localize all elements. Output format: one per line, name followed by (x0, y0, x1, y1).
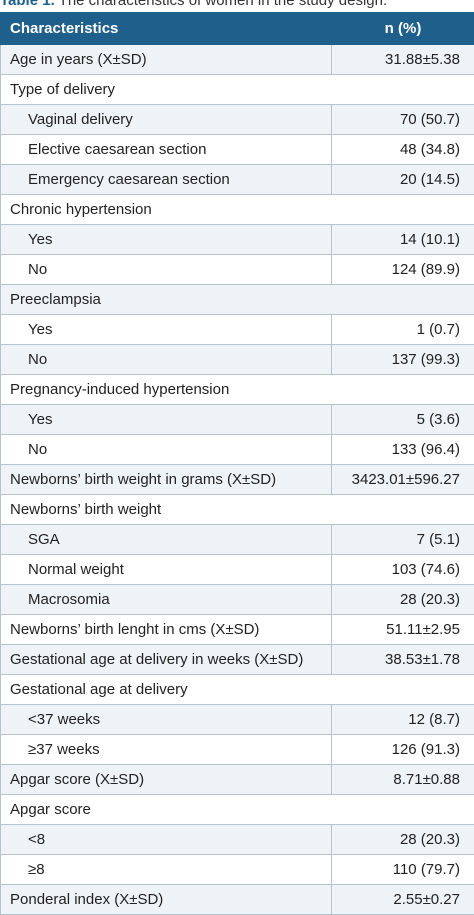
table-row: Type of delivery (1, 75, 474, 105)
row-value: 28 (20.3) (332, 825, 474, 855)
row-value: 12 (8.7) (332, 705, 474, 735)
table-row: Newborns’ birth lenght in cms (X±SD)51.1… (1, 615, 474, 645)
row-value: 7 (5.1) (332, 525, 474, 555)
row-label: No (1, 435, 332, 465)
characteristics-table: Characteristics n (%) Age in years (X±SD… (0, 12, 474, 915)
row-value: 124 (89.9) (332, 255, 474, 285)
row-label: Gestational age at delivery in weeks (X±… (1, 645, 332, 675)
row-value: 31.88±5.38 (332, 45, 474, 75)
row-label: Apgar score (X±SD) (1, 765, 332, 795)
row-label: Newborns’ birth lenght in cms (X±SD) (1, 615, 332, 645)
row-value (332, 375, 474, 405)
row-value: 38.53±1.78 (332, 645, 474, 675)
row-value: 48 (34.8) (332, 135, 474, 165)
table-row: Age in years (X±SD)31.88±5.38 (1, 45, 474, 75)
row-label: Newborns’ birth weight in grams (X±SD) (1, 465, 332, 495)
row-label: Yes (1, 405, 332, 435)
row-label: No (1, 255, 332, 285)
row-value: 5 (3.6) (332, 405, 474, 435)
row-label: Apgar score (1, 795, 332, 825)
row-label: No (1, 345, 332, 375)
table-row: Gestational age at delivery in weeks (X±… (1, 645, 474, 675)
row-label: Normal weight (1, 555, 332, 585)
table-row: Newborns’ birth weight in grams (X±SD)34… (1, 465, 474, 495)
header-characteristics: Characteristics (1, 13, 332, 45)
row-label: ≥8 (1, 855, 332, 885)
table-row: Apgar score (1, 795, 474, 825)
row-label: Type of delivery (1, 75, 332, 105)
caption-text: The characteristics of women in the stud… (59, 0, 388, 9)
table-row: Pregnancy-induced hypertension (1, 375, 474, 405)
row-value: 110 (79.7) (332, 855, 474, 885)
row-label: Pregnancy-induced hypertension (1, 375, 332, 405)
row-value: 8.71±0.88 (332, 765, 474, 795)
table-row: Ponderal index (X±SD)2.55±0.27 (1, 885, 474, 915)
row-value: 2.55±0.27 (332, 885, 474, 915)
table-row: Preeclampsia (1, 285, 474, 315)
row-value: 103 (74.6) (332, 555, 474, 585)
table-header-row: Characteristics n (%) (1, 13, 474, 45)
header-n-percent: n (%) (332, 13, 474, 45)
row-label: ≥37 weeks (1, 735, 332, 765)
caption-label: Table 1. (0, 0, 55, 9)
row-label: Gestational age at delivery (1, 675, 332, 705)
row-label: Vaginal delivery (1, 105, 332, 135)
row-value: 51.11±2.95 (332, 615, 474, 645)
row-value (332, 285, 474, 315)
row-value: 28 (20.3) (332, 585, 474, 615)
row-value: 20 (14.5) (332, 165, 474, 195)
row-value: 14 (10.1) (332, 225, 474, 255)
row-label: Age in years (X±SD) (1, 45, 332, 75)
row-value: 3423.01±596.27 (332, 465, 474, 495)
row-value: 1 (0.7) (332, 315, 474, 345)
row-label: Newborns’ birth weight (1, 495, 332, 525)
table-row: Gestational age at delivery (1, 675, 474, 705)
row-value (332, 75, 474, 105)
row-value: 126 (91.3) (332, 735, 474, 765)
row-label: Chronic hypertension (1, 195, 332, 225)
row-label: <8 (1, 825, 332, 855)
row-value (332, 495, 474, 525)
row-label: SGA (1, 525, 332, 555)
row-label: Ponderal index (X±SD) (1, 885, 332, 915)
row-label: Emergency caesarean section (1, 165, 332, 195)
row-label: Elective caesarean section (1, 135, 332, 165)
table-row: Chronic hypertension (1, 195, 474, 225)
table-row: Newborns’ birth weight (1, 495, 474, 525)
row-value: 137 (99.3) (332, 345, 474, 375)
row-value (332, 795, 474, 825)
row-value: 70 (50.7) (332, 105, 474, 135)
row-label: Macrosomia (1, 585, 332, 615)
row-label: Preeclampsia (1, 285, 332, 315)
row-value (332, 675, 474, 705)
row-label: Yes (1, 315, 332, 345)
row-value: 133 (96.4) (332, 435, 474, 465)
row-label: Yes (1, 225, 332, 255)
table-caption: Table 1. The characteristics of women in… (0, 0, 474, 11)
row-value (332, 195, 474, 225)
table-row: Apgar score (X±SD)8.71±0.88 (1, 765, 474, 795)
row-label: <37 weeks (1, 705, 332, 735)
